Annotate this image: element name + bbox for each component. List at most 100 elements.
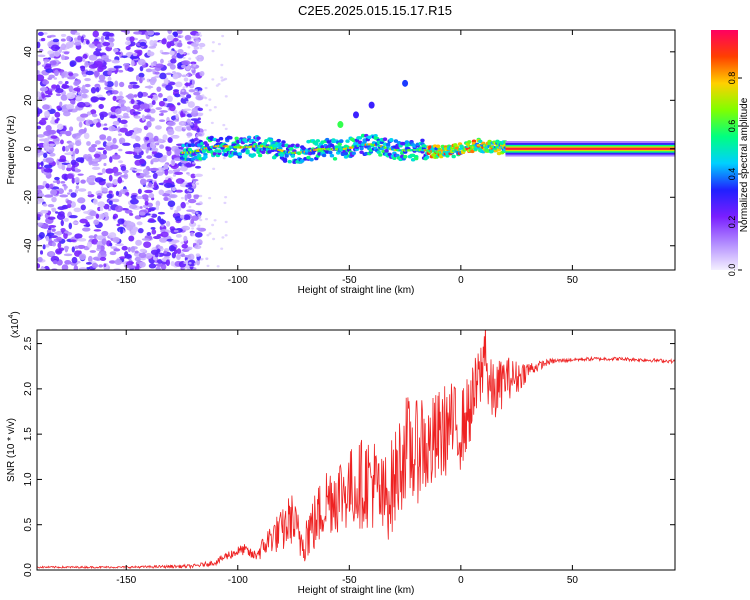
noise-speckle — [77, 35, 82, 41]
noise-speckle — [57, 206, 66, 211]
noise-speckle — [63, 217, 69, 222]
noise-speckle — [156, 248, 161, 254]
noise-speckle — [163, 163, 169, 171]
spectrogram-heatmap — [37, 30, 675, 270]
noise-speckle — [37, 185, 45, 190]
noise-speckle — [174, 149, 181, 156]
noise-speckle — [58, 158, 67, 163]
snr-y-ticks: 0.0 0.5 1.0 1.5 2.0 2.5 — [23, 336, 675, 577]
noise-speckle — [190, 84, 194, 87]
noise-speckle — [213, 219, 217, 222]
noise-speckle — [180, 196, 184, 200]
noise-speckle — [126, 265, 136, 269]
noise-speckle — [169, 50, 175, 56]
noise-speckle — [102, 41, 111, 47]
noise-speckle — [47, 216, 56, 220]
noise-speckle — [120, 30, 128, 33]
signal-cell — [279, 153, 285, 157]
noise-speckle — [80, 93, 88, 99]
signal-cell — [212, 151, 217, 156]
noise-speckle — [211, 78, 215, 81]
noise-speckle — [129, 36, 135, 42]
noise-speckle — [180, 201, 186, 209]
noise-speckle — [108, 260, 116, 264]
noise-speckle — [152, 61, 158, 66]
noise-speckle — [54, 119, 59, 124]
noise-speckle — [60, 219, 64, 227]
noise-speckle — [165, 79, 169, 85]
signal-cell — [223, 153, 228, 157]
noise-speckle — [186, 132, 193, 137]
noise-speckle — [120, 189, 129, 193]
noise-speckle — [120, 119, 128, 124]
noise-speckle — [37, 263, 41, 269]
noise-speckle — [168, 194, 178, 199]
noise-speckle — [107, 208, 112, 211]
signal-cell — [351, 151, 356, 156]
colorbar-label: Normalized spectral amplitude — [739, 97, 750, 232]
noise-speckle — [161, 38, 167, 45]
noise-speckle — [47, 92, 53, 96]
noise-speckle — [94, 140, 101, 145]
noise-speckle — [220, 76, 224, 79]
noise-speckle — [102, 141, 108, 148]
noise-speckle — [152, 172, 158, 180]
noise-speckle — [179, 214, 185, 219]
signal-cell — [345, 139, 350, 143]
noise-speckle — [52, 260, 58, 265]
spectrogram-x-tick-label: 0 — [458, 275, 464, 286]
signal-cell — [393, 139, 399, 143]
signal-cell — [251, 153, 257, 157]
noise-speckle — [50, 235, 58, 239]
signal-cell — [290, 154, 296, 158]
noise-speckle — [63, 51, 70, 55]
noise-speckle — [40, 161, 44, 167]
noise-speckle — [192, 181, 196, 184]
noise-speckle — [172, 73, 179, 80]
noise-speckle — [96, 43, 102, 50]
noise-speckle — [161, 192, 171, 197]
noise-speckle — [90, 87, 97, 94]
signal-cell — [420, 138, 425, 143]
spectrogram-y-tick-label: 40 — [23, 46, 34, 58]
noise-speckle — [51, 84, 58, 90]
noise-speckle — [38, 192, 45, 198]
noise-speckle — [41, 223, 49, 230]
noise-speckle — [70, 239, 77, 242]
noise-speckle — [90, 61, 94, 65]
noise-speckle — [148, 192, 155, 199]
signal-cell — [439, 154, 444, 159]
noise-speckle — [118, 69, 124, 73]
noise-speckle — [37, 161, 40, 168]
noise-speckle — [60, 180, 66, 184]
noise-speckle — [149, 78, 156, 86]
noise-speckle — [134, 215, 142, 220]
noise-speckle — [98, 79, 107, 83]
noise-speckle — [150, 62, 154, 68]
noise-speckle — [68, 189, 73, 193]
noise-speckle — [117, 218, 125, 225]
noise-speckle — [158, 189, 165, 196]
noise-speckle — [139, 206, 143, 209]
noise-speckle — [45, 63, 52, 68]
noise-speckle — [100, 35, 105, 43]
noise-speckle — [108, 174, 113, 182]
noise-speckle — [50, 44, 60, 52]
noise-speckle — [64, 259, 72, 265]
noise-speckle — [105, 183, 114, 188]
noise-speckle — [91, 238, 99, 245]
noise-speckle — [107, 76, 112, 82]
noise-speckle — [206, 264, 210, 268]
noise-speckle — [182, 108, 192, 111]
noise-speckle — [124, 210, 133, 214]
noise-speckle — [86, 177, 95, 184]
noise-speckle — [95, 213, 100, 219]
noise-speckle — [118, 160, 124, 164]
signal-cell — [275, 152, 280, 157]
snr-y-tick-label: 0.0 — [23, 563, 34, 577]
noise-speckle — [183, 126, 187, 129]
noise-speckle — [187, 189, 191, 192]
noise-speckle — [203, 128, 207, 132]
snr-y-tick-label: 2.0 — [23, 381, 34, 395]
